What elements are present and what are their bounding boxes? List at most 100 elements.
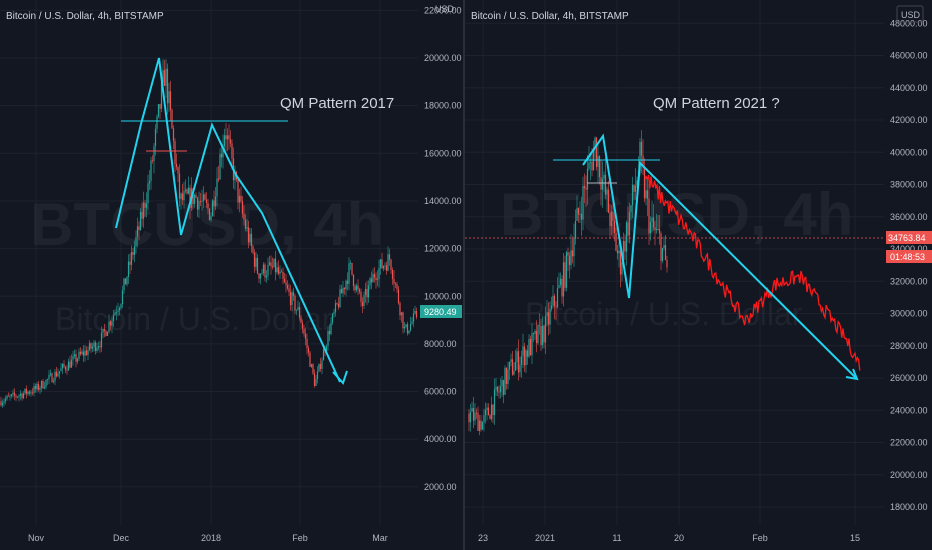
right-y-tick-label: 18000.00 — [890, 502, 928, 512]
left-chart-bg — [0, 0, 463, 550]
left-y-tick-label: 16000.00 — [424, 148, 462, 158]
left-candle-body — [244, 219, 247, 229]
left-candle-body — [96, 347, 98, 352]
left-candle-body — [396, 284, 398, 290]
right-currency-box[interactable] — [896, 5, 924, 23]
right-candle-body — [589, 162, 592, 163]
left-candle-body — [79, 351, 82, 354]
right-candle-body — [657, 229, 659, 230]
left-candle-body — [64, 366, 67, 370]
right-chart-panel[interactable]: BTCUSD, 4h Bitcoin / U.S. Dollar QM Patt… — [465, 0, 932, 550]
left-candle-body — [202, 194, 205, 201]
left-price-axis[interactable]: 2000.00 4000.00 6000.00 8000.00 10000.00 1200… — [424, 5, 462, 492]
left-y-tick-label: 12000.00 — [424, 244, 462, 254]
left-candle-body — [133, 246, 136, 255]
left-candle-body — [150, 160, 152, 181]
right-candle-body — [598, 156, 601, 178]
left-candle-body — [129, 261, 131, 265]
left-candle-body — [256, 257, 259, 274]
right-y-tick-label: 24000.00 — [890, 405, 928, 415]
left-candle-body — [114, 312, 116, 316]
right-x-tick-label: 11 — [612, 533, 621, 543]
left-candle-body — [249, 233, 251, 243]
right-currency-label[interactable]: USD — [901, 10, 921, 20]
left-candle-body — [234, 171, 236, 181]
left-candle-body — [121, 290, 124, 305]
right-price-axis[interactable]: 18000.00 20000.00 22000.00 24000.00 26000.00… — [890, 18, 928, 512]
left-watermark-name: Bitcoin / U.S. Dollar — [55, 301, 333, 337]
right-y-tick-label: 42000.00 — [890, 115, 928, 125]
left-candle-body — [93, 342, 95, 347]
right-candle-body — [631, 184, 634, 206]
left-candle-body — [385, 265, 388, 271]
left-candle-body — [81, 351, 83, 354]
right-candle-body — [475, 412, 478, 414]
left-candle-body — [253, 252, 256, 267]
left-candle-body — [264, 264, 266, 278]
left-candle-body — [318, 363, 320, 372]
left-candle-body — [66, 369, 68, 371]
right-candle-body — [607, 189, 610, 213]
right-candle-body — [660, 233, 662, 261]
right-candle-body — [610, 211, 613, 227]
right-candle-body — [619, 250, 622, 275]
left-time-axis[interactable]: Nov Dec 2018 Feb Mar — [28, 533, 388, 543]
right-candle-body — [519, 364, 521, 373]
right-candle-body — [529, 338, 532, 356]
left-candle-body — [174, 141, 176, 164]
left-y-tick-label: 10000.00 — [424, 291, 462, 301]
left-candle-body — [147, 183, 149, 204]
right-candle-body — [643, 167, 646, 199]
left-candle-body — [339, 289, 341, 308]
right-y-tick-label: 32000.00 — [890, 276, 928, 286]
left-candle-body — [57, 373, 59, 377]
left-candle-body — [223, 135, 226, 147]
left-y-tick-label: 8000.00 — [424, 339, 457, 349]
left-candle-body — [148, 180, 151, 184]
left-candle-body — [370, 278, 373, 283]
left-candle-body — [336, 303, 338, 305]
left-candle-body — [363, 294, 365, 306]
right-candle-body — [507, 369, 509, 385]
left-candle-body — [60, 368, 62, 372]
left-candle-body — [85, 350, 88, 356]
right-candle-body — [486, 407, 488, 411]
left-candle-body — [40, 380, 43, 388]
right-y-tick-label: 36000.00 — [890, 212, 928, 222]
left-chart-title[interactable]: Bitcoin / U.S. Dollar, 4h, BITSTAMP — [6, 11, 164, 22]
left-candle-body — [34, 386, 37, 390]
right-candle-body — [640, 141, 643, 156]
left-candle-body — [415, 311, 418, 318]
left-chart-panel[interactable]: BTCUSD, 4h Bitcoin / U.S. Dollar QM Patt… — [0, 0, 463, 550]
left-candle-body — [250, 233, 253, 247]
right-candle-body — [544, 315, 547, 343]
right-candle-body — [595, 137, 598, 167]
left-candle-body — [72, 356, 74, 360]
left-candle-body — [115, 312, 118, 313]
left-candle-body — [184, 189, 187, 192]
left-candle-body — [123, 278, 125, 291]
left-candle-body — [286, 285, 289, 289]
right-candle-body — [508, 361, 511, 370]
right-chart-title[interactable]: Bitcoin / U.S. Dollar, 4h, BITSTAMP — [471, 11, 629, 22]
left-candle-body — [10, 394, 13, 397]
left-candle-body — [30, 392, 32, 394]
right-candle-body — [472, 408, 475, 421]
right-candle-body — [564, 262, 566, 288]
left-qm-pattern-lines — [115, 57, 348, 385]
left-candle-body — [378, 267, 380, 280]
right-price-badge: 34763.84 01:48:53 — [886, 231, 932, 263]
left-candle-body — [54, 371, 56, 382]
right-candle-body — [490, 404, 493, 420]
right-candle-body — [484, 410, 487, 416]
right-candle-body — [663, 245, 665, 248]
right-time-axis[interactable]: 23 2021 11 20 Feb 15 — [478, 533, 860, 543]
left-candle-body — [39, 387, 41, 390]
right-candle-body — [513, 370, 515, 375]
left-candle-body — [327, 331, 329, 347]
left-candle-body — [360, 291, 362, 302]
right-candle-body — [642, 155, 644, 168]
right-y-tick-label: 46000.00 — [890, 51, 928, 61]
left-candle-body — [408, 330, 410, 334]
